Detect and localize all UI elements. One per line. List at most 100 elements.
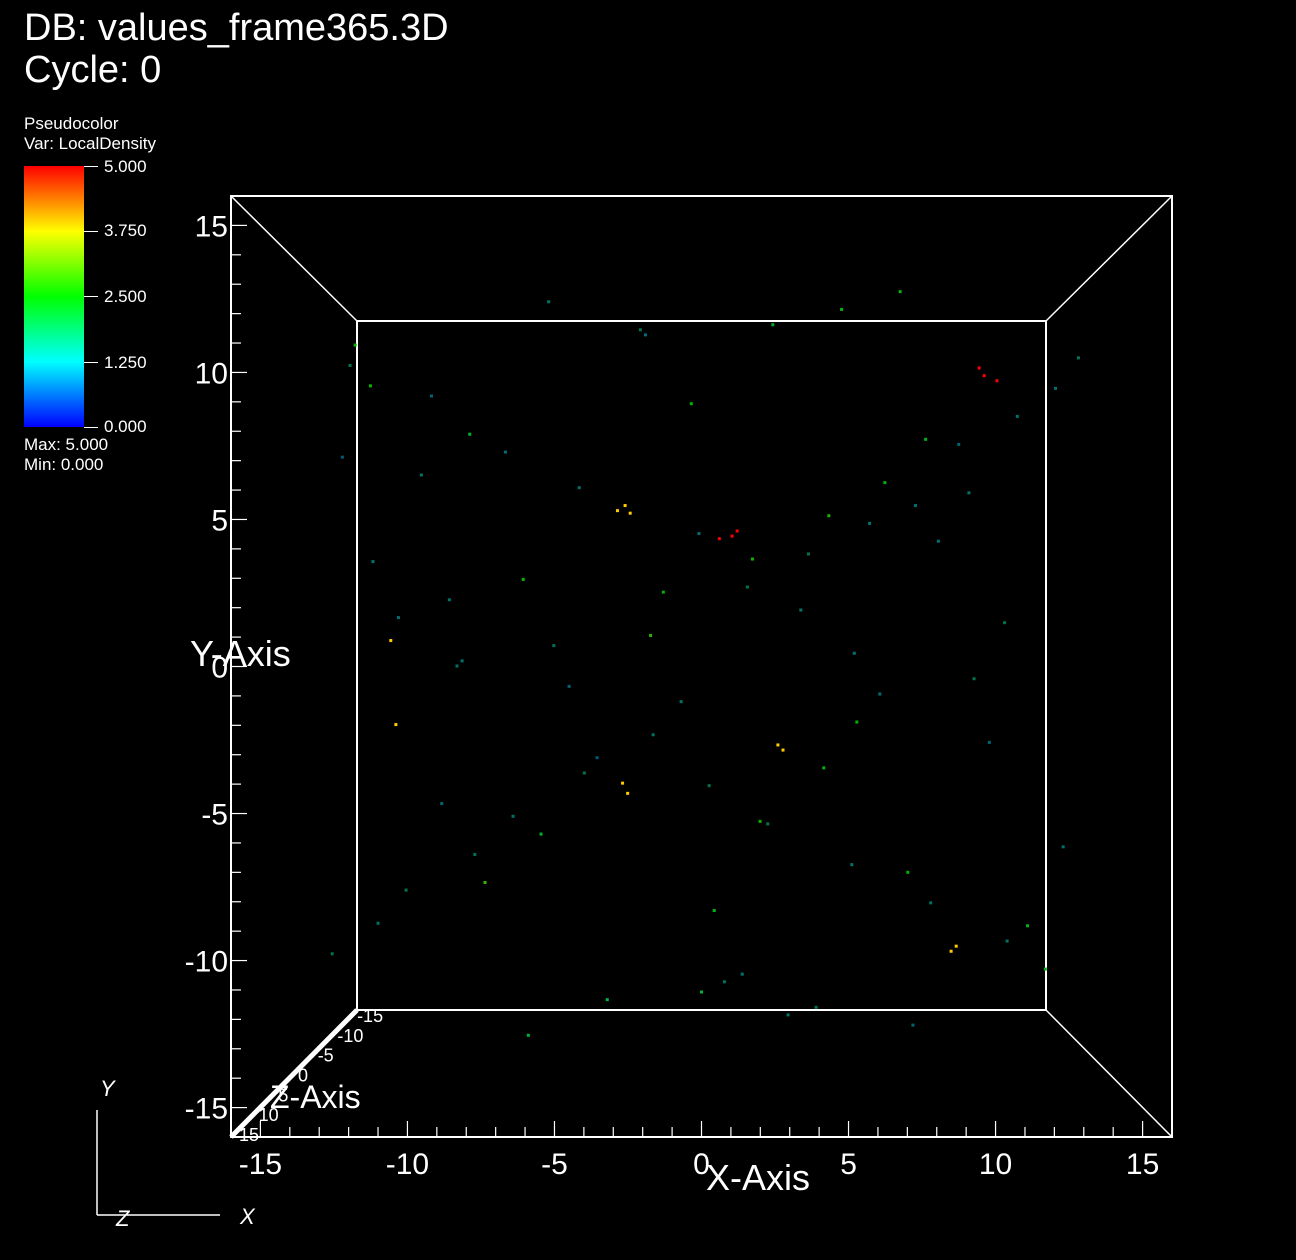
scatter-point	[799, 608, 803, 612]
scatter-point	[577, 486, 581, 490]
colorbar-tick	[84, 362, 98, 363]
scatter-point	[883, 481, 887, 485]
scatter-point	[707, 784, 711, 788]
scatter-point	[605, 998, 609, 1002]
scatter-point	[1043, 967, 1047, 971]
scatter-point	[649, 633, 653, 637]
scatter-point	[368, 384, 372, 388]
legend-max: Max: 5.000	[24, 435, 109, 454]
scatter-point	[924, 437, 928, 441]
bounding-box-back	[356, 320, 1047, 1011]
y-tick-label: 10	[195, 357, 228, 390]
box-edge	[1045, 195, 1173, 322]
scatter-point	[700, 990, 703, 994]
scatter-point	[855, 720, 859, 724]
z-tick-label: 10	[259, 1105, 279, 1125]
colorbar-tick	[84, 427, 98, 428]
scatter-point	[567, 684, 571, 688]
scatter-point	[806, 552, 810, 556]
x-tick-label: -5	[541, 1148, 568, 1181]
colorbar	[24, 166, 84, 427]
scatter-point	[638, 328, 642, 332]
y-tick-label: -15	[185, 1093, 228, 1126]
scatter-point	[419, 473, 423, 477]
scatter-point	[394, 723, 398, 727]
scatter-point	[840, 307, 844, 311]
scatter-point	[758, 819, 762, 823]
scatter-point	[987, 740, 991, 744]
scatter-point	[929, 901, 933, 905]
scatter-point	[539, 832, 543, 836]
scatter-point	[511, 814, 515, 818]
z-tick-label: -5	[318, 1046, 334, 1066]
scatter-point	[911, 1023, 915, 1027]
bounding-box-front	[230, 195, 1173, 1138]
triad-y-label: Y	[100, 1076, 116, 1101]
z-axis-title: Z-Axis	[270, 1079, 361, 1115]
axis-ticks	[230, 195, 1173, 1138]
scatter-point	[440, 802, 444, 806]
scatter-point	[781, 748, 785, 752]
z-tick-label: 0	[298, 1066, 308, 1086]
scatter-point	[766, 822, 770, 826]
scatter-point	[628, 511, 632, 515]
scatter-point	[949, 949, 953, 953]
scatter-point	[771, 323, 775, 327]
scatter-point	[697, 532, 701, 536]
scatter-point	[582, 771, 586, 775]
scatter-point	[371, 560, 375, 564]
box-edge	[1045, 1009, 1173, 1138]
colorbar-tick-label: 2.500	[104, 287, 147, 306]
scatter-point	[995, 379, 999, 383]
scatter-point	[1054, 386, 1058, 390]
y-tick-label: -5	[201, 799, 228, 832]
x-tick-label: 15	[1126, 1148, 1159, 1181]
triad-z-label: Z	[115, 1206, 131, 1231]
colorbar-tick-label: 1.250	[104, 353, 147, 372]
colorbar-tick	[84, 231, 98, 232]
scatter-point	[906, 870, 910, 874]
axis-tick-labels: -15 -10 -5 0 5 10 15151050-5-10-15151050-5-10-…	[185, 210, 1160, 1181]
scatter-point	[404, 888, 408, 892]
scatter-point	[750, 557, 754, 561]
colorbar-tick	[84, 166, 98, 167]
box-edge	[230, 195, 358, 322]
scatter-point	[852, 651, 856, 655]
scatter-point	[483, 880, 487, 884]
scatter-point	[954, 944, 958, 948]
z-tick-label: -10	[337, 1026, 363, 1046]
y-tick-label: 15	[195, 210, 228, 243]
scatter-point	[850, 863, 854, 867]
scatter-point	[913, 504, 917, 508]
scatter-point	[1005, 939, 1009, 943]
colorbar-tick	[84, 296, 98, 297]
scatter-point	[626, 791, 630, 795]
scatter-point	[1076, 356, 1080, 360]
scatter-point	[1061, 845, 1065, 849]
x-tick-label: 0	[693, 1148, 710, 1181]
legend-variable: Var: LocalDensity	[24, 134, 156, 153]
scatter-point	[552, 644, 556, 648]
scatter-point	[730, 534, 734, 538]
x-tick-label: -10	[386, 1148, 429, 1181]
scatter-point	[353, 343, 357, 347]
x-tick-label: 5	[840, 1148, 857, 1181]
scatter-point	[776, 743, 780, 747]
legend-plot-type: Pseudocolor	[24, 114, 119, 133]
scatter-point	[936, 539, 940, 543]
scatter-point	[814, 1005, 818, 1009]
scatter-point	[661, 590, 665, 594]
legend-min: Min: 0.000	[24, 455, 104, 474]
scatter-point	[615, 509, 619, 513]
scatter-point	[526, 1033, 530, 1037]
scatter-point	[898, 290, 902, 294]
scatter-point	[396, 616, 400, 620]
scatter-point	[447, 598, 451, 602]
scatter-point	[547, 300, 551, 304]
scatter-point	[389, 639, 393, 643]
scatter-point	[340, 455, 344, 459]
scatter-points	[330, 290, 1080, 1037]
z-axis-line	[229, 1008, 359, 1139]
scatter-point	[521, 577, 525, 581]
